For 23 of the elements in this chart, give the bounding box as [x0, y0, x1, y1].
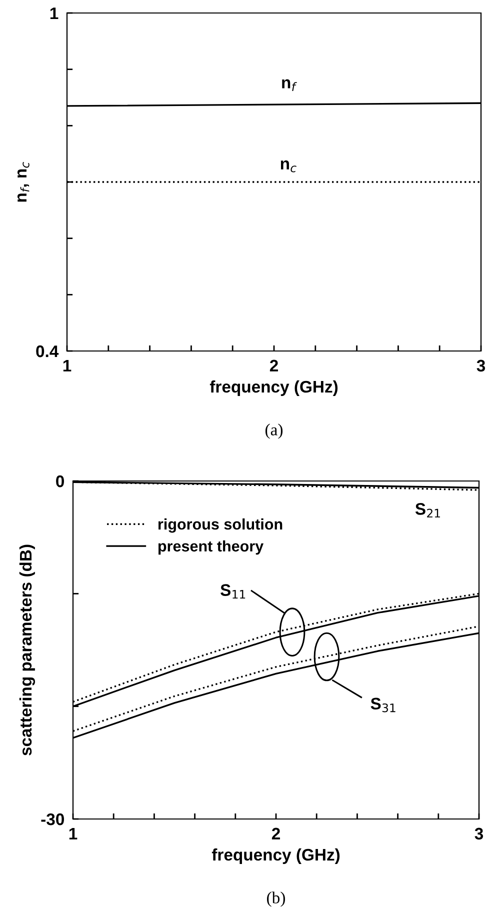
annotation: n$_{f}$: [282, 79, 297, 91]
legend-label: present theory: [158, 540, 264, 555]
annotation: S$_{11}$: [220, 584, 246, 599]
x-tick-label: 2: [272, 828, 280, 840]
x-tick-label: 1: [63, 360, 72, 372]
text: (b): [267, 892, 285, 907]
legend-label: rigorous solution: [158, 518, 282, 533]
x-tick-label: 3: [476, 360, 486, 372]
x-axis-title: frequency (GHz): [212, 848, 340, 864]
annotation: S$_{31}$: [370, 698, 396, 712]
y-axis-title: scattering parameters (dB): [19, 544, 36, 756]
x-tick-label: 3: [474, 828, 484, 840]
x-tick-label: 1: [69, 828, 78, 840]
annotation: n$_{c}$: [280, 160, 296, 172]
y-tick-label: 1: [50, 8, 58, 20]
text: (a): [265, 424, 283, 439]
y-tick-label: -30: [41, 813, 64, 826]
x-axis-title: frequency (GHz): [210, 380, 338, 396]
x-tick-label: 2: [270, 360, 278, 372]
y-axis-title: n$_{f}$, n$_{c}$: [17, 162, 30, 202]
y-tick-label: 0: [56, 475, 64, 488]
annotation: S$_{21}$: [415, 503, 440, 518]
y-tick-label: 0.4: [36, 345, 59, 358]
